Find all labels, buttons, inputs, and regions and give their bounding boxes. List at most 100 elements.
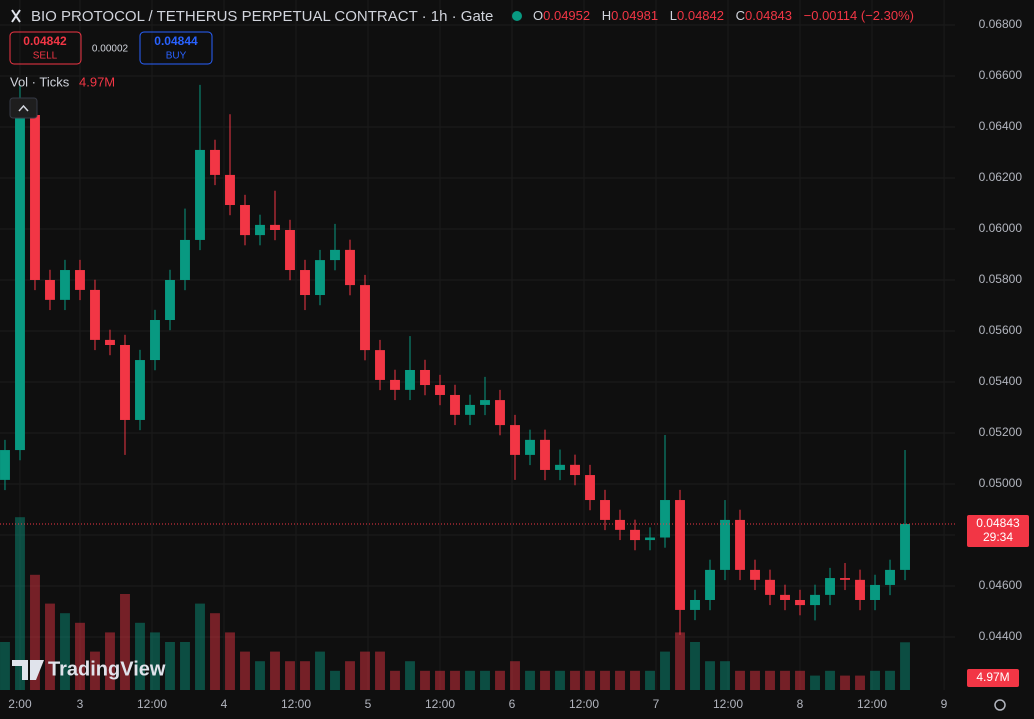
volume-layer xyxy=(0,517,910,690)
volume-bar xyxy=(150,632,160,690)
volume-bar xyxy=(360,651,370,690)
candle-body xyxy=(255,224,265,236)
candle-body xyxy=(60,270,70,300)
candle-layer xyxy=(0,84,910,635)
candle-body xyxy=(45,279,55,300)
axes: 0.06800 0.06600 0.06400 0.06200 0.06000 0.058… xyxy=(0,17,1029,711)
quote-key: C xyxy=(736,8,745,23)
candle-body xyxy=(345,249,355,286)
x-tick-label: 5 xyxy=(365,697,372,711)
y-tick-label: 0.05400 xyxy=(979,374,1023,388)
volume-bar xyxy=(735,670,745,690)
x-tick-label: 12:00 xyxy=(569,697,599,711)
watermark-logo xyxy=(12,660,44,680)
candle-body xyxy=(300,270,310,296)
y-tick-label: 0.06200 xyxy=(979,170,1023,184)
grid xyxy=(0,0,955,690)
candle-body xyxy=(420,369,430,386)
x-tick-label: 12:00 xyxy=(425,697,455,711)
volume-bar xyxy=(795,670,805,690)
volume-bar xyxy=(375,651,385,690)
candle-body xyxy=(75,270,85,290)
y-tick-label: 0.05200 xyxy=(979,425,1023,439)
volume-bar xyxy=(645,670,655,690)
x-tick-label: 12:00 xyxy=(137,697,167,711)
candle-body xyxy=(495,400,505,426)
candle-body xyxy=(750,569,760,580)
candle-body xyxy=(825,578,835,595)
volume-bar xyxy=(105,632,115,690)
y-tick-label: 0.05800 xyxy=(979,272,1023,286)
candle-body xyxy=(480,400,490,405)
volume-bar xyxy=(780,670,790,690)
volume-bar xyxy=(210,613,220,690)
x-tick-label: 6 xyxy=(509,697,516,711)
volume-bar xyxy=(810,675,820,690)
status-dot xyxy=(512,11,522,21)
sell-button[interactable] xyxy=(9,31,82,65)
candle-body xyxy=(435,385,445,395)
candle-body xyxy=(195,149,205,240)
candle-body xyxy=(270,224,280,230)
x-tick-label: 7 xyxy=(653,697,660,711)
candle-body xyxy=(780,594,790,600)
y-tick-label: 0.04600 xyxy=(979,578,1023,592)
buy-label: BUY xyxy=(166,51,187,62)
quote-value: 0.04843 xyxy=(745,8,792,23)
buy-price: 0.04844 xyxy=(154,34,198,48)
buy-button[interactable] xyxy=(139,31,213,65)
countdown: 29:34 xyxy=(983,530,1013,544)
x-tick-label: 4 xyxy=(221,697,228,711)
candle-body xyxy=(885,569,895,585)
volume-bar xyxy=(45,603,55,690)
candle-body xyxy=(0,450,10,480)
volume-bar xyxy=(840,675,850,690)
candle-body xyxy=(570,464,580,476)
volume-legend: Vol · Ticks xyxy=(10,74,70,89)
candle-body xyxy=(225,174,235,206)
volume-bar xyxy=(555,670,565,690)
x-tick-label: 9 xyxy=(941,697,948,711)
settings-icon[interactable] xyxy=(994,699,1006,711)
volume-bar xyxy=(720,661,730,690)
volume-bar xyxy=(135,622,145,690)
volume-bar xyxy=(195,603,205,690)
candle-body xyxy=(30,115,40,280)
volume-bar xyxy=(90,651,100,690)
y-tick-label: 0.06600 xyxy=(979,68,1023,82)
volume-bar xyxy=(255,661,265,690)
y-tick-label: 0.06400 xyxy=(979,119,1023,133)
quote-key: O xyxy=(533,8,543,23)
candle-body xyxy=(330,249,340,261)
candle-body xyxy=(450,394,460,415)
volume-bar xyxy=(480,670,490,690)
volume-bar xyxy=(165,642,175,690)
quote-key: H xyxy=(602,8,611,23)
candle-body xyxy=(600,500,610,520)
candle-body xyxy=(615,519,625,530)
overlay: BIO PROTOCOL / TETHERUS PERPETUAL CONTRA… xyxy=(9,8,1006,711)
volume-bar xyxy=(120,594,130,690)
candle-body xyxy=(660,500,670,538)
volume-last-label: 4.97M xyxy=(976,670,1009,684)
y-tick-label: 0.06800 xyxy=(979,17,1023,31)
candle-body xyxy=(675,500,685,610)
candle-body xyxy=(630,529,640,541)
candle-body xyxy=(735,519,745,570)
volume-bar xyxy=(315,651,325,690)
candle-body xyxy=(540,439,550,470)
volume-bar xyxy=(705,661,715,690)
collapse-icon xyxy=(18,104,29,112)
candle-body xyxy=(870,584,880,600)
collapse-button[interactable] xyxy=(9,97,38,119)
candle-body xyxy=(375,350,385,380)
candle-body xyxy=(525,439,535,455)
candle-body xyxy=(900,524,910,570)
candle-body xyxy=(165,279,175,321)
volume-bar xyxy=(240,651,250,690)
volume-bar xyxy=(750,670,760,690)
volume-bar xyxy=(465,670,475,690)
candle-body xyxy=(135,360,145,420)
volume-bar xyxy=(435,670,445,690)
